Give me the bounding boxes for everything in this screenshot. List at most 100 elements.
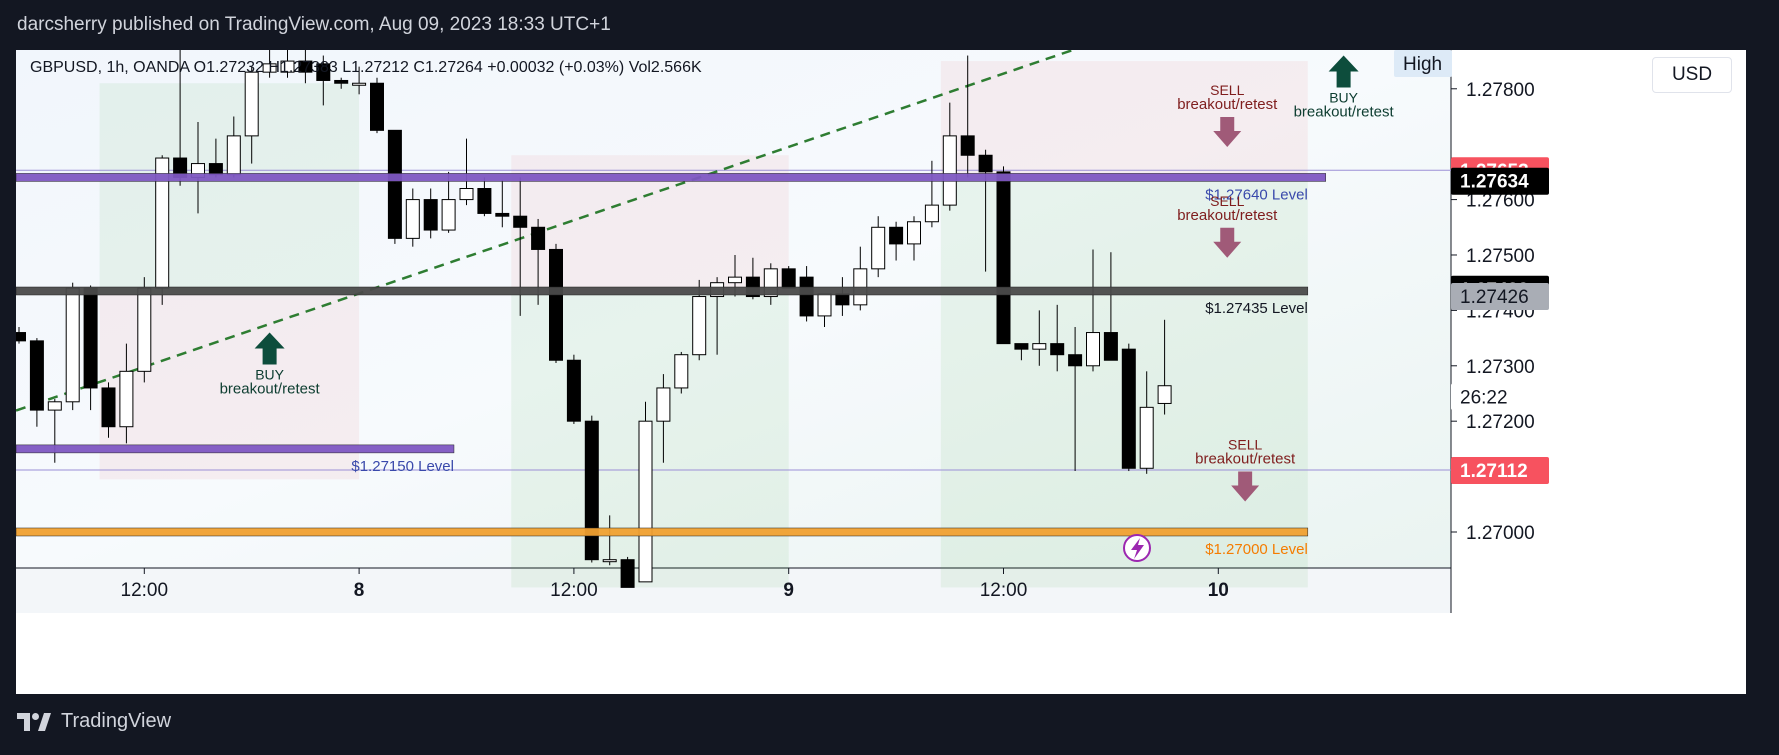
candle-21[interactable] [387, 129, 402, 244]
candle-25[interactable] [459, 138, 474, 206]
candle-9[interactable] [173, 50, 188, 186]
candle-64[interactable] [1157, 319, 1172, 415]
candle-bull-body [441, 199, 456, 231]
flash-icon[interactable] [1123, 534, 1151, 562]
candle-bull-body [692, 296, 707, 356]
candle-51[interactable] [924, 160, 939, 228]
candle-30[interactable] [549, 243, 563, 364]
candle-27[interactable] [495, 180, 510, 228]
candle-6[interactable] [119, 343, 134, 444]
level-band-0[interactable] [16, 173, 1326, 182]
arrow-up-icon [254, 332, 285, 365]
candle-36[interactable] [656, 374, 671, 463]
candle-55[interactable] [996, 166, 1011, 345]
trendline[interactable] [16, 50, 1138, 412]
candle-17[interactable] [316, 55, 331, 106]
legend-change: +0.00032 (+0.03%) [487, 59, 625, 76]
candle-32[interactable] [584, 415, 599, 563]
candle-19[interactable] [352, 66, 367, 95]
candle-13[interactable] [244, 66, 259, 164]
legend-close: C1.27264 [413, 59, 483, 76]
candle-58[interactable] [1050, 304, 1065, 372]
candle-23[interactable] [423, 188, 438, 239]
candle-62[interactable] [1121, 343, 1136, 472]
price-badge-4[interactable]: 1.27426 [1451, 282, 1549, 310]
tradingview-brand[interactable]: TradingView [17, 710, 171, 733]
candle-52[interactable] [942, 102, 957, 211]
time-axis[interactable] [16, 568, 1451, 613]
candle-45[interactable] [817, 293, 832, 328]
currency-button[interactable]: USD [1652, 57, 1732, 93]
candle-8[interactable] [155, 155, 170, 305]
price-badge-0[interactable]: High [1394, 50, 1452, 77]
candle-53[interactable] [960, 55, 975, 178]
candle-3[interactable] [65, 282, 80, 411]
price-badge-bg [1451, 167, 1549, 195]
candle-24[interactable] [441, 171, 456, 233]
candle-18[interactable] [334, 77, 349, 89]
candle-bull-body [137, 287, 152, 372]
legend-symbol[interactable]: GBPUSD, 1h, OANDA [30, 59, 190, 76]
candle-49[interactable] [889, 221, 904, 261]
candle-60[interactable] [1086, 249, 1100, 372]
candle-35[interactable] [638, 401, 653, 583]
candle-34[interactable] [620, 556, 635, 588]
price-badge-2[interactable]: 1.27634 [1451, 167, 1549, 195]
candle-bear-body [513, 215, 528, 228]
level-band-2[interactable] [16, 444, 455, 454]
candle-15[interactable] [280, 50, 295, 78]
footer-bar: TradingView [0, 694, 1779, 755]
candle-20[interactable] [370, 77, 384, 134]
candle-bear-body [16, 332, 26, 342]
candle-5[interactable] [101, 382, 116, 438]
price-badge-6[interactable]: 1.27112 [1451, 456, 1549, 484]
x-tick-label-1: 8 [354, 580, 365, 601]
y-tick-label-1: 1.27600 [1466, 191, 1535, 212]
candle-31[interactable] [566, 354, 581, 424]
candle-bear-body [477, 188, 492, 214]
candle-14[interactable] [262, 50, 277, 78]
candle-bear-body [29, 340, 44, 411]
candle-26[interactable] [477, 177, 492, 217]
candle-0[interactable] [16, 327, 26, 344]
candle-22[interactable] [405, 188, 420, 247]
candle-61[interactable] [1103, 252, 1118, 361]
candle-54[interactable] [978, 149, 993, 272]
candle-56[interactable] [1014, 343, 1029, 361]
candle-43[interactable] [781, 266, 796, 289]
candle-57[interactable] [1032, 310, 1047, 366]
candle-33[interactable] [602, 515, 617, 566]
level-band-3[interactable] [16, 527, 1309, 537]
brand-name: TradingView [61, 710, 172, 732]
x-tick-label-5: 10 [1208, 580, 1229, 601]
y-tick-label-5: 1.27200 [1466, 412, 1535, 433]
candle-bull-body [638, 420, 653, 583]
price-axis[interactable] [1451, 50, 1746, 613]
price-chart[interactable]: $1.27640 Level $1.27435 Level $1.27150 Lev… [16, 50, 1746, 694]
candle-bull-body [728, 276, 742, 284]
candle-63[interactable] [1139, 371, 1154, 474]
candle-bull-body [1086, 332, 1100, 367]
candle-59[interactable] [1068, 327, 1083, 472]
annotation-title: SELL [1228, 437, 1262, 453]
price-badge-bg [1451, 456, 1549, 484]
candle-bear-body [549, 248, 563, 361]
candle-37[interactable] [674, 351, 689, 394]
candle-48[interactable] [871, 216, 886, 278]
candle-38[interactable] [692, 279, 707, 361]
candle-1[interactable] [29, 338, 44, 427]
price-badge-5[interactable]: 26:22 [1451, 383, 1525, 411]
level-band-1[interactable] [16, 286, 1309, 296]
x-tick-label-2: 12:00 [550, 580, 598, 601]
candle-bull-body [119, 370, 134, 428]
candle-16[interactable] [298, 50, 313, 84]
level-label-0: $1.27640 Level [1205, 186, 1308, 203]
chart-frame[interactable]: $1.27640 Level $1.27435 Level $1.27150 Lev… [16, 50, 1746, 694]
candle-50[interactable] [907, 216, 921, 261]
y-tick-label-0: 1.27800 [1466, 80, 1535, 101]
